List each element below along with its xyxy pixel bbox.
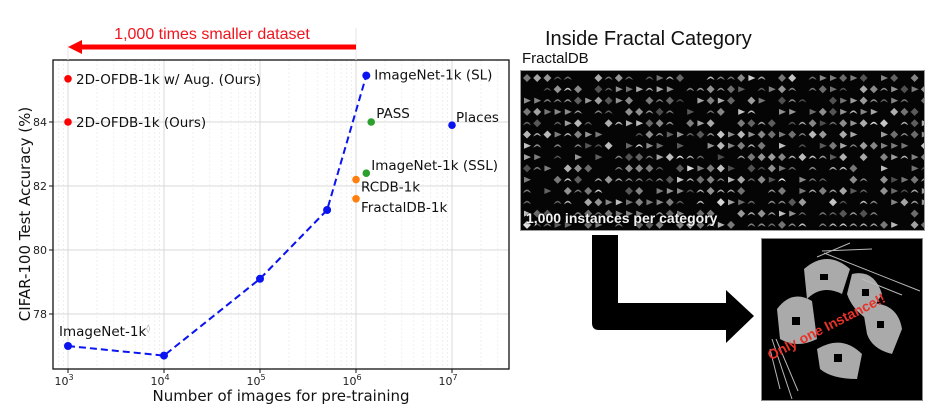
y-tick-label: 78 <box>33 308 47 321</box>
point-label: RCDB-1k <box>361 180 420 196</box>
bent-arrow-icon <box>592 235 754 343</box>
point-label: Places <box>456 110 499 126</box>
x-tick-label: 103 <box>54 373 73 388</box>
data-point <box>352 195 360 203</box>
series-marker <box>160 351 168 360</box>
plot-frame <box>52 59 510 370</box>
fractal-grid <box>523 74 924 229</box>
point-label: FractalDB-1k <box>361 200 447 216</box>
y-axis-label: CIFAR-100 Test Accuracy (%) <box>16 107 34 322</box>
point-label: 2D-OFDB-1k w/ Aug. (Ours) <box>76 72 261 88</box>
fractal-mosaic-image: 1,000 instances per category <box>520 70 925 231</box>
x-tick-label: 106 <box>342 373 361 388</box>
x-tick-label: 104 <box>150 373 169 388</box>
grid <box>52 60 509 369</box>
mosaic-caption: 1,000 instances per category <box>526 210 718 226</box>
point-label: 2D-OFDB-1k (Ours) <box>76 115 206 131</box>
x-axis-ticks: 103 104 105 106 107 <box>54 369 458 388</box>
data-points: 2D-OFDB-1k w/ Aug. (Ours) 2D-OFDB-1k (Our… <box>59 68 499 340</box>
x-tick-label: 105 <box>246 373 265 388</box>
data-point <box>362 71 371 80</box>
arrow-caption: 1,000 times smaller dataset <box>114 26 310 43</box>
arrow-left-icon <box>68 40 82 54</box>
data-point <box>352 175 360 184</box>
fractal-instance <box>769 242 921 400</box>
y-tick-label: 84 <box>33 116 47 129</box>
y-tick-label: 80 <box>33 244 47 257</box>
imagenet-subset-label: ImageNet-1k◊ <box>59 324 150 340</box>
y-tick-label: 82 <box>33 180 47 193</box>
x-axis-label: Number of images for pre-training <box>152 387 409 405</box>
data-point <box>362 169 371 177</box>
data-point <box>64 118 72 126</box>
series-marker <box>64 342 72 350</box>
series-marker <box>256 274 264 283</box>
x-tick-label: 107 <box>438 373 457 388</box>
panel-title: Inside Fractal Category <box>545 28 752 50</box>
point-label: ImageNet-1k (SSL) <box>371 158 498 174</box>
y-axis-ticks: 78 80 82 84 <box>33 116 53 321</box>
series-marker <box>323 206 332 214</box>
accuracy-chart: 2D-OFDB-1k w/ Aug. (Ours) 2D-OFDB-1k (Our… <box>16 26 510 405</box>
data-point <box>448 121 456 129</box>
panel-subtitle: FractalDB <box>522 50 589 67</box>
data-point <box>64 75 72 83</box>
data-point <box>367 118 376 126</box>
smaller-dataset-arrow: 1,000 times smaller dataset <box>67 26 357 60</box>
point-label: ImageNet-1k (SL) <box>374 68 492 84</box>
point-label: PASS <box>376 106 410 122</box>
single-fractal-instance-image: Only one Instance!! <box>761 238 923 401</box>
